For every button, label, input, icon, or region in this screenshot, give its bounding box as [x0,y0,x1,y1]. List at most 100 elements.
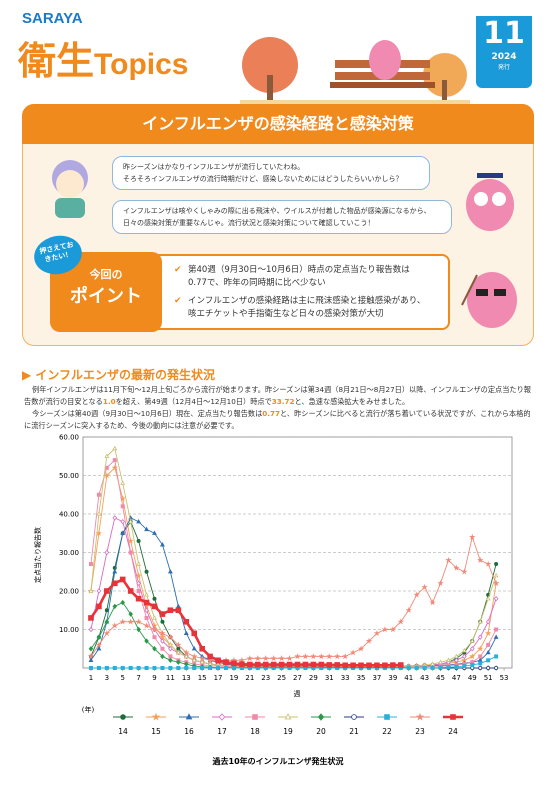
data-point [104,619,110,625]
data-point [88,626,94,633]
series-line [90,520,497,668]
y-tick-label: 30.00 [59,549,79,557]
data-point [88,657,94,662]
data-point [128,550,133,555]
y-tick-label: 20.00 [59,588,79,596]
x-tick-label: 39 [388,674,397,682]
data-point [485,649,491,655]
data-point [262,661,269,668]
data-point [120,530,126,535]
data-point [143,622,150,629]
speech-bubble: インフルエンザは咳やくしゃみの際に出る飛沫や、ウイルスが付着した物品が感染源にな… [112,200,452,234]
data-point [112,445,118,451]
data-point [191,653,198,660]
chart-caption: 過去10年のインフルエンザ発生状況 [212,756,344,766]
data-point [135,572,142,579]
character-woman [52,160,88,218]
data-point [270,661,277,668]
data-point [183,649,190,656]
data-point [429,599,436,606]
series-line [90,466,497,668]
data-point [453,653,459,659]
data-point [136,589,141,594]
data-point [176,659,181,665]
data-point [160,653,165,660]
x-tick-label: 37 [372,674,381,682]
data-point [484,560,492,567]
data-point [310,653,317,660]
data-point [152,635,157,640]
data-point [104,666,109,671]
text: を超え、第49週（12月4日〜12月10日）時点で [115,397,272,406]
paragraph: 今シーズンは第40週（9月30日〜10月6日）現在、定点当たり報告数は0.77と… [24,408,534,432]
data-point [469,638,475,643]
point-text: 第40週（9月30日〜10月6日）時点の定点当たり報告数は [188,265,410,275]
data-point [493,634,499,639]
data-point [485,619,491,625]
data-point [350,662,356,669]
legend-marker [384,714,390,720]
data-point [183,619,190,625]
data-point [160,619,165,624]
data-point [168,654,173,659]
data-point [469,653,476,660]
legend-label: 21 [349,727,359,736]
data-point [198,655,206,662]
data-point [366,662,372,669]
data-point [160,638,165,644]
data-point [382,662,388,669]
data-point [152,666,157,671]
data-point [373,629,381,637]
data-point [389,626,397,633]
data-point [406,666,411,671]
data-point [492,579,500,587]
legend-label: 17 [217,727,227,736]
data-point [88,562,93,567]
data-point [477,634,483,640]
x-tick-label: 27 [293,674,302,682]
data-point [357,645,365,652]
data-point [469,533,476,540]
data-point [223,666,228,671]
data-point [469,646,475,652]
data-point [390,662,396,668]
legend-label: 20 [316,727,326,736]
x-tick-label: 1 [89,674,93,682]
data-point [175,603,181,609]
data-point [151,603,158,610]
data-point [405,606,412,613]
data-point [119,618,126,625]
data-point [397,662,404,668]
plot-frame [82,436,513,669]
data-point [302,661,309,668]
data-point [318,661,325,668]
data-point [104,549,110,556]
data-point [461,647,467,653]
x-tick-label: 35 [357,674,366,682]
data-point [341,653,349,660]
speech-line: 昨シーズンはかなりインフルエンザが流行していたわね。 [123,163,305,171]
data-point [104,608,109,613]
x-tick-label: 21 [245,674,254,682]
legend-label: 22 [382,727,392,736]
point-text: 咳エチケットや手指衛生など日々の感染対策が大切 [188,309,384,319]
data-point [120,519,126,525]
data-point [318,653,325,660]
data-point [477,619,483,624]
data-point [95,641,103,648]
data-point [381,626,389,633]
legend-label: 19 [283,727,293,736]
data-point [430,661,435,666]
points-label-top: 今回の [89,268,123,281]
data-point [294,653,301,660]
x-tick-label: 45 [436,674,445,682]
data-point [397,618,404,625]
data-point [191,645,197,651]
text: 今シーズンは第40週（9月30日〜10月6日）現在、定点当たり報告数は [32,409,263,418]
data-point [286,661,293,668]
data-point [477,645,484,652]
data-point [87,653,95,660]
data-point [207,653,213,660]
data-point [199,645,205,652]
